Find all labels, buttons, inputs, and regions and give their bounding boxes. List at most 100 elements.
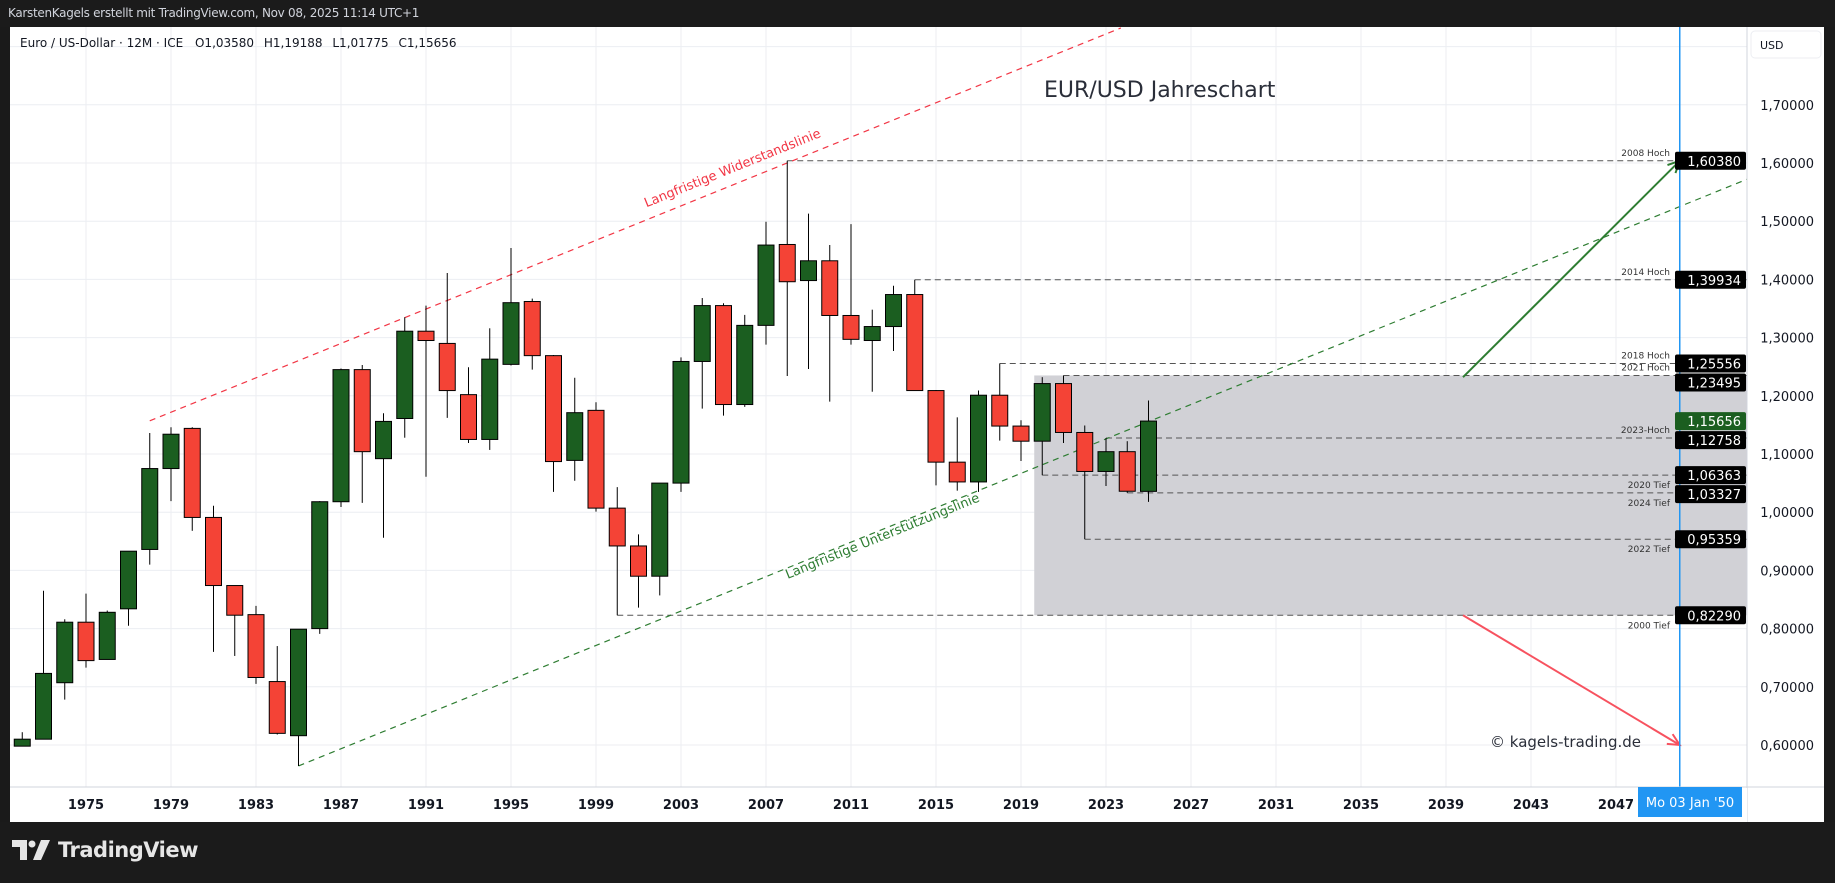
candle-2020 (1033, 377, 1051, 476)
candle-body (311, 501, 329, 630)
time-tick-label: 2039 (1428, 798, 1464, 813)
level-price-badge-text: 1,03327 (1687, 488, 1741, 503)
level-label: 2021 Hoch (1621, 363, 1670, 373)
candle-1987 (332, 368, 350, 507)
candle-1979 (162, 427, 180, 502)
symbol-legend[interactable]: Euro / US-Dollar · 12M · ICE O1,03580 H1… (20, 36, 457, 50)
candle-body (1076, 431, 1094, 472)
candle-body (693, 305, 711, 362)
time-tick-label: 2019 (1003, 798, 1039, 813)
candle-body (268, 681, 286, 734)
candle-1981 (205, 505, 222, 652)
time-tick-label: 2003 (663, 798, 699, 813)
candles (13, 160, 1157, 766)
level-price-badge-bg (1675, 431, 1746, 450)
time-axis-ticks: 1975 1979 1983 1987 1991 1995 1999 2003 2007 2011… (68, 798, 1634, 813)
level-price-badge-bg (1675, 466, 1746, 485)
price-tick-label: 1,30000 (1760, 332, 1814, 347)
ohlc-high: H1,19188 (264, 36, 323, 50)
candle-2007 (757, 221, 775, 345)
candle-2006 (736, 314, 754, 407)
candle-body (226, 585, 244, 616)
candle-body (906, 294, 924, 392)
candle-1992 (438, 272, 456, 418)
candle-2010 (821, 245, 839, 402)
level-price-badge-text: 1,25556 (1687, 357, 1741, 372)
candle-body (502, 302, 520, 365)
level-label: 2008 Hoch (1621, 149, 1670, 159)
candle-1991 (417, 305, 435, 477)
price-axis[interactable] (1748, 28, 1824, 786)
candle-1985 (290, 628, 307, 766)
level-label: 2014 Hoch (1621, 268, 1670, 278)
time-tick-label: 2027 (1173, 798, 1209, 813)
level-label: 2020 Tief (1628, 481, 1671, 491)
candle-body (460, 394, 477, 440)
level-label: 2018 Hoch (1621, 351, 1670, 361)
time-tick-label: 1999 (578, 798, 614, 813)
candle-2025 (1140, 400, 1157, 502)
candle-1998 (566, 377, 584, 481)
candle-body (715, 305, 732, 406)
candle-1977 (120, 550, 137, 626)
tradingview-logo[interactable]: TradingView (12, 838, 198, 862)
ohlc-low: L1,01775 (332, 36, 388, 50)
candle-body (353, 369, 371, 453)
candle-1976 (98, 610, 116, 660)
candle-1999 (587, 402, 605, 512)
level-price-badge-bg (1675, 373, 1746, 392)
currency-button[interactable]: USD (1750, 30, 1822, 59)
time-tick-label: 1979 (153, 798, 189, 813)
candle-1989 (375, 413, 392, 538)
level-price-badge-text: 0,82290 (1687, 609, 1741, 624)
candle-2008 (778, 160, 796, 377)
candle-body (141, 468, 159, 550)
candle-body (1055, 383, 1072, 433)
candle-1973 (35, 590, 52, 740)
currency-label: USD (1760, 39, 1784, 52)
candle-body (1118, 451, 1136, 492)
time-axis[interactable] (10, 788, 1747, 822)
candle-1984 (268, 646, 286, 735)
candle-2013 (885, 285, 902, 351)
candle-2012 (863, 309, 881, 392)
time-tick-label: 1995 (493, 798, 529, 813)
level-price-badge-text: 1,60380 (1687, 155, 1741, 170)
candle-body (736, 324, 754, 406)
candle-1983 (247, 605, 265, 684)
level-price-badge: 1,39934 (1675, 270, 1746, 289)
candle-1972 (13, 732, 31, 747)
candle-body (885, 294, 902, 328)
candle-1997 (545, 355, 562, 492)
candle-2001 (630, 534, 647, 608)
candle-2019 (1012, 420, 1030, 461)
candle-body (205, 516, 222, 587)
time-tick-label: 1975 (68, 798, 104, 813)
candle-body (98, 611, 116, 660)
crosshair-date: Mo 03 Jan '50 (1646, 796, 1734, 811)
trendlines (149, 27, 1747, 767)
price-zone-rectangle[interactable] (1034, 375, 1747, 616)
candle-body (842, 314, 860, 340)
candle-2009 (800, 213, 817, 370)
price-tick-label: 1,70000 (1760, 99, 1814, 114)
price-tick-label: 0,80000 (1760, 623, 1814, 638)
level-price-badge: 0,95359 (1675, 530, 1746, 549)
candle-body (651, 482, 669, 577)
level-price-badge-text: 1,06363 (1687, 469, 1741, 484)
level-label: 2022 Tief (1628, 545, 1671, 555)
price-tick-label: 0,70000 (1760, 681, 1814, 696)
candle-body (863, 326, 881, 342)
level-label: 2023-Hoch (1621, 426, 1670, 436)
time-tick-label: 2007 (748, 798, 784, 813)
brand-name: TradingView (58, 838, 198, 862)
candle-1975 (77, 593, 95, 668)
candle-body (290, 628, 307, 737)
candle-body (927, 390, 945, 463)
candle-body (162, 433, 180, 470)
price-badges: 1,60380 1,39934 1,25556 1,23495 1,15656 1,127… (1675, 151, 1746, 625)
candle-body (523, 301, 541, 357)
candle-1990 (396, 317, 414, 438)
level-price-badge-bg (1675, 530, 1746, 549)
